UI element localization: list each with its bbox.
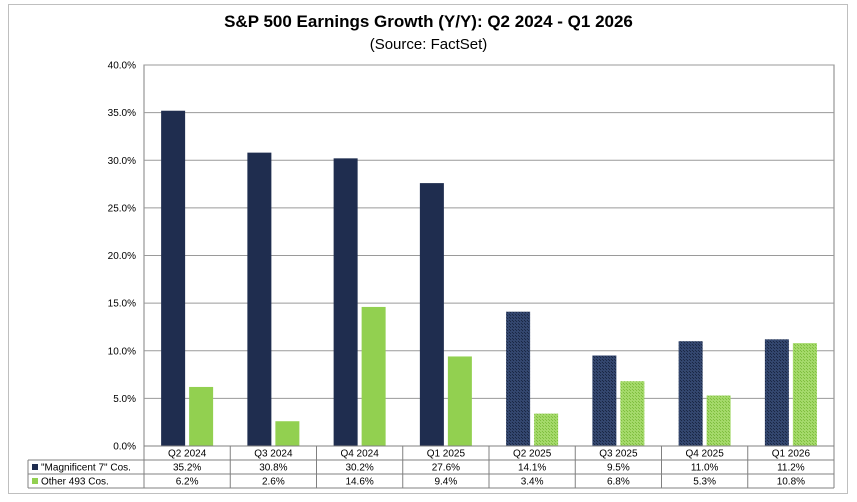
data-label: 5.3% (693, 477, 716, 488)
legend-swatch (32, 464, 38, 470)
x-tick-label: Q3 2025 (599, 449, 638, 460)
data-label: 30.8% (259, 463, 287, 474)
data-label: 6.2% (176, 477, 199, 488)
bar-other-493 (275, 421, 300, 446)
bar-other-493 (706, 395, 731, 446)
data-label: 3.4% (521, 477, 544, 488)
data-label: 2.6% (262, 477, 285, 488)
bar-other-493 (447, 356, 472, 446)
y-tick-label: 15.0% (108, 299, 136, 310)
y-axis-ticks: 0.0% 5.0% 10.0% 15.0% 20.0% 25.0% 30.0% 35.0% 40… (108, 61, 136, 453)
legend-label: "Magnificent 7" Cos. (41, 463, 131, 474)
data-label: 11.0% (691, 463, 719, 474)
bar-other-493 (189, 386, 214, 446)
bar-magnificent-7 (506, 311, 531, 446)
data-label: 27.6% (432, 463, 460, 474)
x-tick-label: Q2 2024 (168, 449, 207, 460)
y-tick-label: 20.0% (108, 251, 136, 262)
y-tick-label: 40.0% (108, 61, 136, 72)
x-tick-label: Q4 2024 (340, 449, 379, 460)
x-tick-label: Q1 2025 (427, 449, 466, 460)
y-tick-label: 10.0% (108, 346, 136, 357)
data-label: 10.8% (777, 477, 805, 488)
bar-other-493 (792, 343, 817, 446)
bar-other-493 (361, 306, 386, 446)
bar-magnificent-7 (764, 339, 789, 446)
x-tick-label: Q4 2025 (685, 449, 724, 460)
x-tick-label: Q3 2024 (254, 449, 293, 460)
bar-other-493 (620, 381, 645, 446)
bar-magnificent-7 (247, 152, 272, 446)
data-label: 35.2% (173, 463, 201, 474)
y-tick-label: 30.0% (108, 156, 136, 167)
y-tick-label: 5.0% (113, 394, 136, 405)
x-tick-label: Q2 2025 (513, 449, 552, 460)
data-label: 11.2% (777, 463, 805, 474)
data-table: Q2 2024 Q3 2024 Q4 2024 Q1 2025 Q2 2025 Q3 20… (27, 445, 835, 489)
y-tick-label: 0.0% (113, 442, 136, 453)
bar-magnificent-7 (333, 158, 358, 446)
bar-magnificent-7 (161, 110, 186, 446)
data-label: 14.1% (518, 463, 546, 474)
bar-magnificent-7 (678, 341, 703, 446)
x-tick-label: Q1 2026 (772, 449, 811, 460)
y-tick-label: 35.0% (108, 108, 136, 119)
data-label: 9.4% (434, 477, 457, 488)
chart-title: S&P 500 Earnings Growth (Y/Y): Q2 2024 -… (224, 12, 633, 31)
legend-label: Other 493 Cos. (41, 477, 109, 488)
y-tick-label: 25.0% (108, 203, 136, 214)
data-label: 6.8% (607, 477, 630, 488)
data-label: 30.2% (345, 463, 373, 474)
data-label: 14.6% (345, 477, 373, 488)
bar-other-493 (534, 413, 559, 446)
legend-swatch (32, 478, 38, 484)
chart-subtitle: (Source: FactSet) (369, 36, 488, 53)
bars (161, 110, 817, 447)
bar-magnificent-7 (419, 183, 444, 447)
data-label: 9.5% (607, 463, 630, 474)
bar-magnificent-7 (592, 355, 617, 446)
